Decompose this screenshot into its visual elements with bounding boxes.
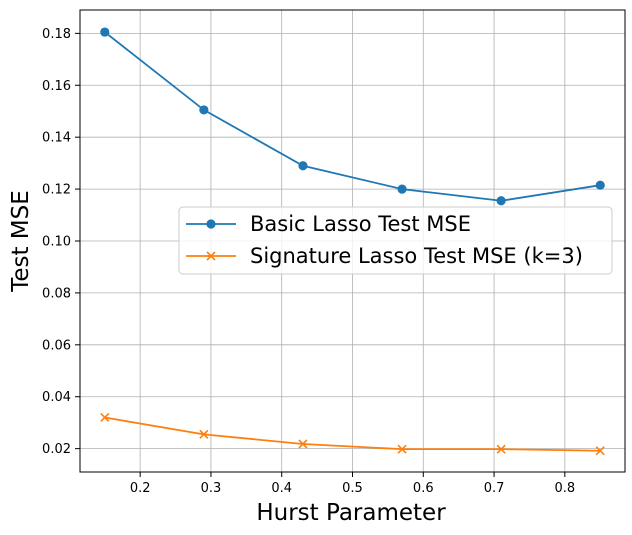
x-tick-label: 0.3 xyxy=(201,481,222,496)
data-point-signature-lasso xyxy=(595,446,605,456)
data-point-basic-lasso xyxy=(199,105,209,115)
data-point-signature-lasso xyxy=(397,444,407,454)
y-tick-label: 0.14 xyxy=(42,131,71,146)
data-point-signature-lasso xyxy=(199,429,209,439)
y-tick-label: 0.18 xyxy=(42,27,71,42)
x-tick-label: 0.4 xyxy=(271,481,292,496)
y-tick-label: 0.12 xyxy=(42,183,71,198)
x-tick-label: 0.8 xyxy=(554,481,575,496)
legend-marker-signature-lasso xyxy=(206,251,216,261)
y-tick-label: 0.02 xyxy=(42,442,71,457)
data-point-basic-lasso xyxy=(595,180,605,190)
data-point-signature-lasso xyxy=(298,439,308,449)
x-tick-label: 0.2 xyxy=(130,481,151,496)
y-axis-ticks: 0.02 0.04 0.06 0.08 0.10 0.12 0.14 0.16 0.18 xyxy=(42,27,80,457)
legend: Basic Lasso Test MSE Signature Lasso Tes… xyxy=(178,206,613,275)
y-axis-title: Test MSE xyxy=(8,190,34,293)
y-tick-label: 0.06 xyxy=(42,338,71,353)
legend-marker-basic-lasso xyxy=(206,219,216,229)
legend-label-signature-lasso: Signature Lasso Test MSE (k=3) xyxy=(250,244,583,268)
data-point-basic-lasso xyxy=(100,27,110,37)
x-tick-label: 0.7 xyxy=(484,481,505,496)
series-line-basic-lasso xyxy=(104,31,601,202)
data-point-signature-lasso xyxy=(100,412,110,423)
legend-label-basic-lasso: Basic Lasso Test MSE xyxy=(250,212,471,236)
series-line-signature-lasso xyxy=(104,416,601,452)
x-axis-ticks: 0.2 0.3 0.4 0.5 0.6 0.7 0.8 xyxy=(130,472,575,496)
legend-box xyxy=(178,206,613,275)
data-point-basic-lasso xyxy=(298,161,308,171)
x-tick-label: 0.5 xyxy=(342,481,363,496)
data-point-basic-lasso xyxy=(397,184,407,194)
x-axis-title: Hurst Parameter xyxy=(256,500,446,526)
y-tick-label: 0.04 xyxy=(42,390,71,405)
x-tick-label: 0.6 xyxy=(413,481,434,496)
data-point-basic-lasso xyxy=(496,196,506,206)
data-point-signature-lasso xyxy=(496,444,506,454)
series-layer xyxy=(100,27,605,456)
y-tick-label: 0.10 xyxy=(42,235,71,250)
y-tick-label: 0.16 xyxy=(42,79,71,94)
y-tick-label: 0.08 xyxy=(42,286,71,301)
